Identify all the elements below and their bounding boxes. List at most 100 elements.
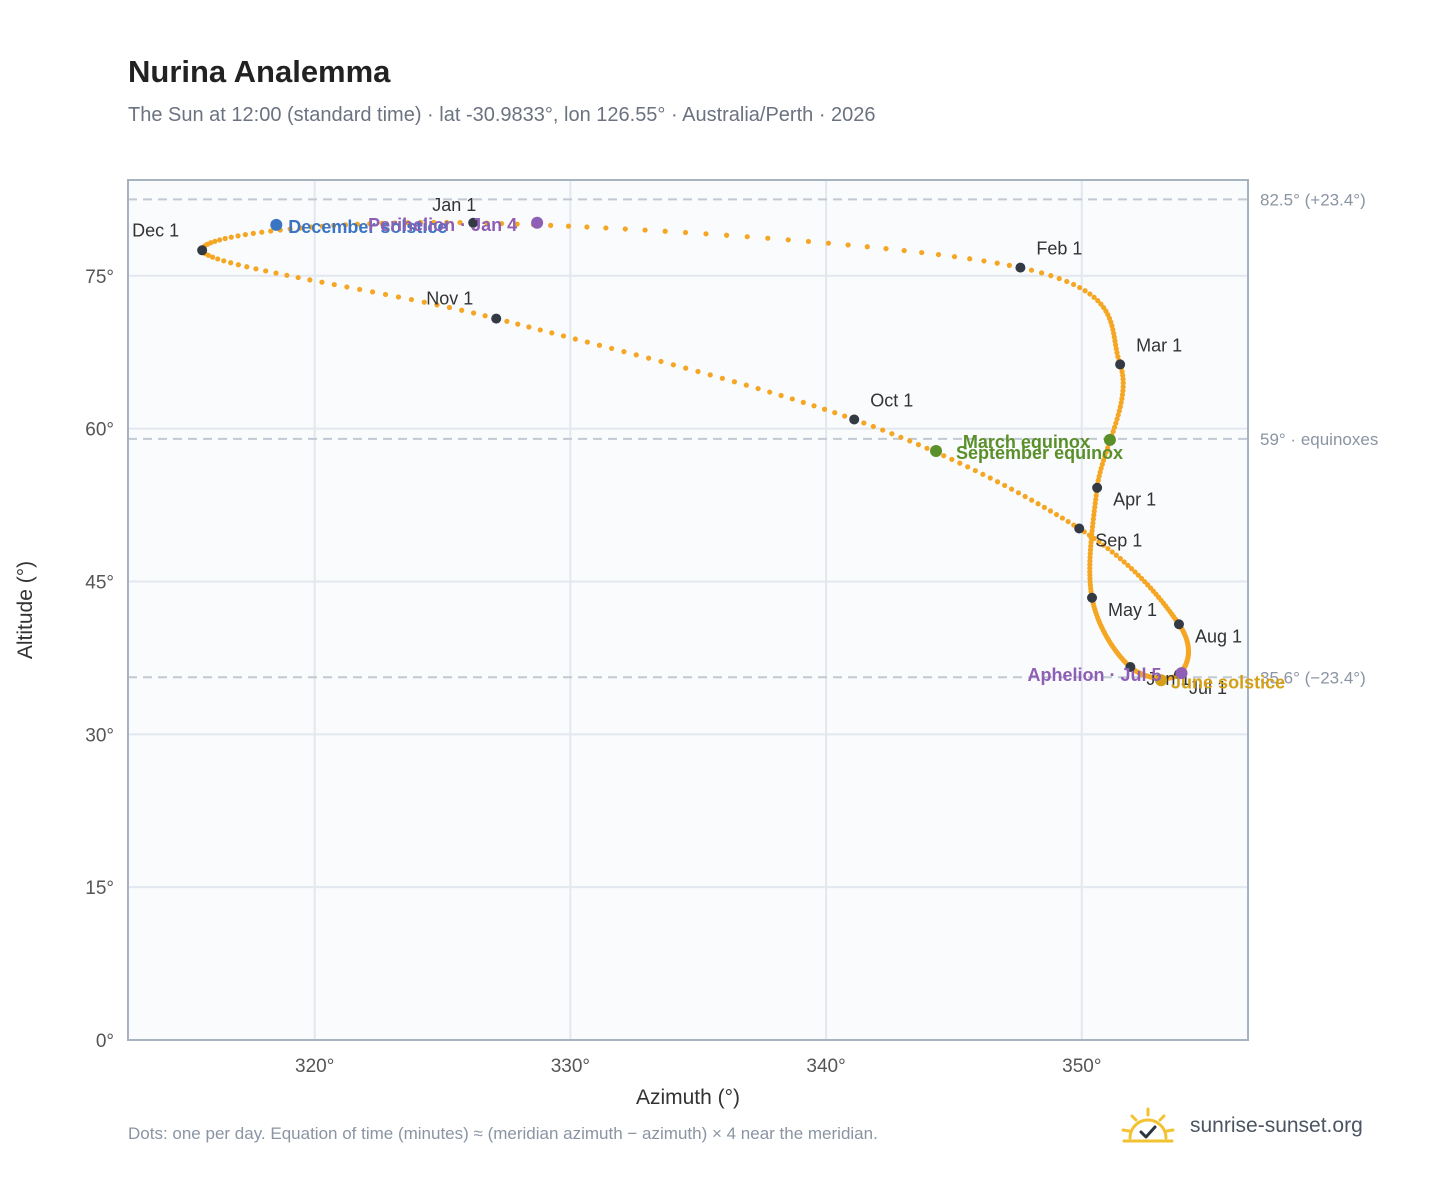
daily-point	[980, 471, 986, 477]
daily-point	[209, 254, 216, 260]
daily-point	[1112, 338, 1118, 344]
daily-point	[767, 389, 773, 395]
daily-point	[1102, 453, 1108, 459]
daily-point	[392, 220, 398, 226]
daily-point	[1119, 392, 1126, 398]
daily-point	[731, 379, 738, 385]
daily-point	[1105, 545, 1111, 552]
daily-point	[1053, 511, 1060, 518]
daily-point	[1093, 496, 1099, 503]
reference-lines: 82.5° (+23.4°) 59° · equinoxes 35.6° (−23.…	[128, 190, 1378, 687]
daily-point	[765, 235, 771, 241]
daily-point	[268, 228, 274, 234]
daily-point	[695, 368, 701, 375]
daily-point	[1093, 492, 1099, 499]
month-marker	[1092, 482, 1103, 493]
daily-point	[1098, 465, 1104, 471]
event-label: September equinox	[956, 443, 1123, 463]
daily-point	[1086, 532, 1092, 538]
daily-point	[482, 313, 488, 319]
daily-point	[584, 224, 590, 230]
daily-point	[1096, 539, 1102, 545]
daily-point	[1090, 520, 1096, 526]
daily-point	[1096, 473, 1102, 479]
daily-point	[967, 256, 973, 262]
y-tick-label: 60°	[85, 420, 114, 441]
daily-point	[901, 247, 907, 254]
daily-point	[633, 352, 639, 358]
month-marker-label: Feb 1	[1036, 239, 1082, 259]
daily-point	[1116, 408, 1122, 414]
daily-point	[1090, 516, 1096, 522]
daily-point	[785, 237, 791, 243]
daily-point	[242, 231, 248, 238]
event-label: March equinox	[963, 432, 1090, 452]
daily-point	[907, 438, 913, 444]
daily-point	[1089, 528, 1095, 534]
daily-point	[369, 289, 376, 295]
daily-point	[1114, 350, 1120, 356]
daily-point	[1071, 281, 1077, 288]
month-marker-label: Mar 1	[1136, 335, 1182, 355]
daily-point	[434, 302, 440, 308]
daily-point	[1029, 497, 1035, 503]
daily-point	[421, 299, 427, 305]
daily-point	[646, 355, 652, 361]
daily-point	[498, 220, 505, 227]
daily-point	[235, 262, 241, 268]
month-marker	[1125, 662, 1136, 673]
daily-point	[845, 242, 851, 248]
daily-point	[1099, 461, 1105, 467]
daily-point	[548, 222, 554, 228]
daily-point	[683, 365, 689, 371]
daily-point	[235, 233, 241, 239]
daily-point	[821, 406, 828, 412]
daily-point	[221, 258, 227, 264]
daily-point	[981, 258, 987, 264]
month-marker-label: Apr 1	[1113, 490, 1156, 510]
daily-point	[596, 342, 603, 348]
daily-point	[1114, 416, 1120, 422]
event-marker	[270, 218, 283, 231]
daily-point	[1103, 449, 1109, 455]
daily-point	[444, 219, 450, 226]
daily-point	[987, 475, 993, 481]
daily-point	[800, 399, 806, 405]
daily-point	[883, 246, 889, 252]
daily-point	[1028, 267, 1035, 273]
daily-point	[1092, 500, 1098, 506]
chart-title: Nurina Analemma	[128, 54, 391, 89]
month-marker-label: Aug 1	[1195, 626, 1242, 646]
month-marker-label: Jan 1	[432, 195, 476, 215]
daily-point	[1119, 396, 1125, 402]
daily-point	[870, 423, 876, 430]
daily-point	[457, 219, 463, 226]
daily-point	[342, 222, 349, 228]
daily-point	[459, 307, 465, 313]
daily-point	[919, 249, 925, 256]
daily-point	[957, 460, 963, 466]
event-label: June solstice	[1171, 672, 1285, 692]
daily-point	[1100, 457, 1107, 463]
daily-point	[1091, 508, 1097, 514]
axes: 320° 330° 340° 350° 0° 15° 30° 45° 60° 75°	[85, 267, 1101, 1077]
daily-point	[842, 413, 848, 419]
daily-point	[682, 229, 689, 236]
event-marker	[1103, 433, 1116, 446]
daily-point	[1048, 273, 1054, 279]
daily-point	[418, 219, 424, 226]
daily-point	[965, 464, 971, 470]
month-marker	[1087, 592, 1098, 603]
brand[interactable]: sunrise-sunset.org	[1120, 1104, 1363, 1148]
month-marker	[1115, 359, 1126, 370]
x-tick-label: 350°	[1062, 1056, 1101, 1077]
event-marker	[930, 445, 943, 458]
daily-point	[208, 240, 214, 246]
daily-point	[244, 264, 250, 270]
month-marker	[1074, 523, 1085, 534]
daily-point	[603, 225, 609, 231]
daily-point	[212, 238, 218, 244]
plot-area	[128, 180, 1248, 1040]
daily-point	[1006, 262, 1012, 268]
